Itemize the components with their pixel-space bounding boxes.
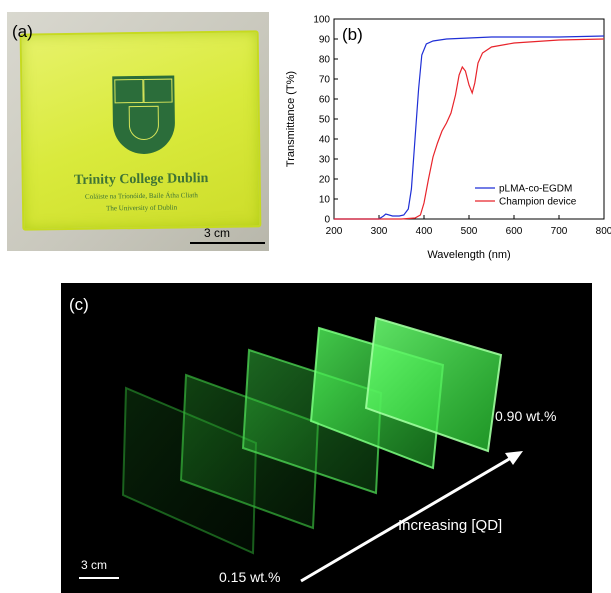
x-axis-label: Wavelength (nm) (427, 249, 510, 261)
x-tick-label: 200 (326, 226, 343, 237)
y-axis: 0 10 20 30 40 50 60 70 80 90 100 (313, 15, 338, 226)
series-line-1 (334, 35, 605, 220)
y-tick-label: 0 (324, 215, 330, 226)
y-tick-label: 50 (319, 115, 331, 126)
legend-entry-1: pLMA-co-EGDM (499, 184, 572, 195)
x-tick-label: 300 (371, 226, 388, 237)
scale-label-c: 3 cm (81, 558, 108, 572)
transmittance-chart: 200 300 400 500 600 700 800 0 10 20 30 40 50 60 70 80 9… (285, 15, 611, 262)
glowing-films-illustration (79, 316, 523, 583)
crest-castle-quarter (128, 105, 160, 141)
y-tick-label: 100 (313, 15, 330, 26)
y-tick-label: 30 (319, 155, 331, 166)
label-low-concentration: 0.15 wt.% (219, 569, 281, 585)
y-tick-label: 70 (319, 75, 331, 86)
film-5 (364, 316, 503, 453)
x-axis: 200 300 400 500 600 700 800 (326, 215, 611, 237)
x-tick-label: 400 (416, 226, 433, 237)
logo-university-text: The University of Dublin (106, 203, 178, 213)
scale-bar-a (190, 242, 265, 244)
series-line-2 (334, 38, 605, 220)
y-tick-label: 20 (319, 175, 331, 186)
panel-a-photo: Trinity College Dublin Coláiste na Tríon… (7, 12, 269, 251)
increasing-arrow-head (505, 451, 523, 465)
x-tick-label: 600 (506, 226, 523, 237)
crest-lion-quarter (114, 78, 144, 104)
increasing-arrow-shaft (300, 453, 517, 583)
panel-c-photo: (c) 0.90 wt.% 0.15 wt.% Increasing [QD] … (61, 283, 592, 593)
crest-harp-quarter (143, 78, 173, 103)
y-axis-label: Transmittance (T%) (285, 71, 297, 167)
label-high-concentration: 0.90 wt.% (495, 408, 557, 424)
x-tick-label: 800 (596, 226, 611, 237)
yellow-polymer-film: Trinity College Dublin Coláiste na Tríon… (19, 30, 262, 231)
panel-label-c: (c) (69, 295, 89, 314)
tcd-crest-logo (112, 75, 176, 155)
logo-irish-text: Coláiste na Tríonóide, Baile Átha Cliath (84, 191, 198, 201)
arrow-label-increasing-qd: Increasing [QD] (398, 517, 503, 534)
y-tick-label: 10 (319, 195, 331, 206)
y-tick-label: 60 (319, 95, 331, 106)
panel-label-a: (a) (12, 22, 33, 41)
legend-entry-2: Champion device (499, 197, 577, 208)
y-tick-label: 90 (319, 35, 331, 46)
scale-label-a: 3 cm (204, 226, 231, 240)
panel-label-b: (b) (342, 25, 363, 44)
x-tick-label: 500 (461, 226, 478, 237)
x-tick-label: 700 (551, 226, 568, 237)
y-tick-label: 40 (319, 135, 331, 146)
logo-title-text: Trinity College Dublin (73, 171, 209, 188)
y-tick-label: 80 (319, 55, 331, 66)
legend: pLMA-co-EGDM Champion device (475, 184, 577, 208)
series-group (334, 35, 605, 220)
